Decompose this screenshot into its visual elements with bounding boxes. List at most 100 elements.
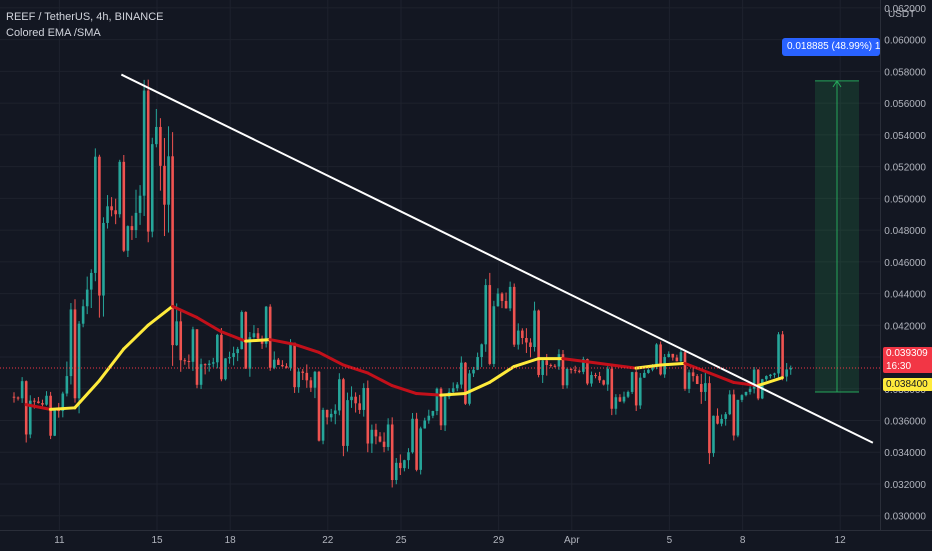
candle-body <box>122 161 126 251</box>
candle-body <box>289 342 292 368</box>
candle-body <box>728 394 732 415</box>
candle-body <box>777 334 780 374</box>
candle-body <box>224 358 227 380</box>
candle-body <box>557 354 561 367</box>
y-tick-label: 0.034000 <box>884 448 926 459</box>
candle-body <box>248 337 252 369</box>
candle-body <box>321 409 325 441</box>
candle-body <box>512 286 516 345</box>
candle-body <box>561 354 565 386</box>
candle-body <box>606 368 610 385</box>
time-axis: 11 15 18 22 25 29 Apr 5 8 12 <box>54 535 846 546</box>
candle-body <box>699 384 703 392</box>
candle-body <box>175 321 178 346</box>
candle-body <box>216 334 219 363</box>
candle-body <box>211 362 215 364</box>
ma-segment <box>122 323 150 351</box>
candle-body <box>378 436 382 442</box>
candle-body <box>533 310 536 347</box>
y-tick-label: 0.056000 <box>884 99 926 110</box>
candle-body <box>455 384 459 389</box>
candle-body <box>573 369 577 371</box>
candle-body <box>362 387 366 410</box>
candle-body <box>484 285 488 345</box>
candle-body <box>748 388 752 392</box>
y-tick-label: 0.052000 <box>884 163 926 174</box>
candle-body <box>634 372 638 406</box>
candle-body <box>695 376 699 385</box>
ma-segment <box>341 363 370 375</box>
moving-average-line <box>24 304 784 411</box>
candle-body <box>602 380 605 385</box>
candle-body <box>667 353 671 358</box>
candle-body <box>708 383 711 454</box>
candle-body <box>626 391 630 397</box>
y-tick-label: 0.058000 <box>884 67 926 78</box>
candle-body <box>281 364 284 367</box>
bar-countdown: 16:30 <box>886 361 912 372</box>
ma-segment <box>48 406 77 411</box>
candle-body <box>179 321 183 361</box>
candle-body <box>659 344 662 375</box>
candle-body <box>146 90 150 232</box>
candle-body <box>553 365 557 367</box>
y-tick-label: 0.032000 <box>884 480 926 491</box>
candle-body <box>313 371 317 388</box>
candle-body <box>720 418 723 424</box>
candle-body <box>346 400 349 446</box>
x-tick-label: 8 <box>740 535 746 546</box>
candle-body <box>687 372 691 389</box>
candle-body <box>374 429 378 437</box>
candle-body <box>183 360 187 362</box>
indicator-title[interactable]: Colored EMA /SMA <box>6 27 101 39</box>
current-price-tag: 0.039309 16:30 <box>883 347 932 373</box>
candle-body <box>301 371 305 373</box>
candle-body <box>468 373 471 404</box>
candle-body <box>504 300 508 309</box>
candle-body <box>525 337 528 343</box>
candle-body <box>150 144 154 232</box>
candle-body <box>305 372 309 381</box>
ma-segment <box>756 376 784 388</box>
candle-body <box>407 452 410 461</box>
candle-body <box>789 368 793 370</box>
ma-segment <box>244 338 272 343</box>
currency-unit[interactable]: USDT <box>888 9 916 20</box>
x-tick-label: 22 <box>322 535 334 546</box>
candle-body <box>451 388 455 392</box>
candle-body <box>338 379 341 411</box>
candle-body <box>569 368 573 370</box>
ma-segment <box>439 392 467 397</box>
candle-body <box>12 396 16 398</box>
candle-body <box>476 357 479 370</box>
candle-body <box>582 359 585 372</box>
ma-segment <box>561 357 589 364</box>
candle-body <box>403 460 406 469</box>
candle-body <box>671 353 675 358</box>
candle-body <box>577 370 581 372</box>
candle-body <box>228 357 231 359</box>
candle-body <box>277 359 280 365</box>
ma-segment <box>195 315 223 334</box>
candle-body <box>545 360 549 365</box>
candle-body <box>460 362 463 385</box>
candle-body <box>106 206 109 223</box>
candle-body <box>232 353 235 358</box>
candle-body <box>333 410 337 414</box>
candle-body <box>683 352 687 389</box>
ma-segment <box>610 363 638 370</box>
candle-body <box>716 415 719 424</box>
symbol-title[interactable]: REEF / TetherUS, 4h, BINANCE <box>6 11 164 23</box>
candle-body <box>411 418 414 453</box>
candle-body <box>110 206 113 211</box>
ma-segment <box>170 304 199 319</box>
candle-body <box>16 397 20 399</box>
x-tick-label: 15 <box>151 535 163 546</box>
candle-body <box>268 306 272 368</box>
y-tick-label: 0.062000 <box>884 4 926 15</box>
candle-body <box>382 441 386 447</box>
candle-body <box>679 352 683 362</box>
trendline <box>120 73 874 444</box>
candle-body <box>94 156 97 273</box>
